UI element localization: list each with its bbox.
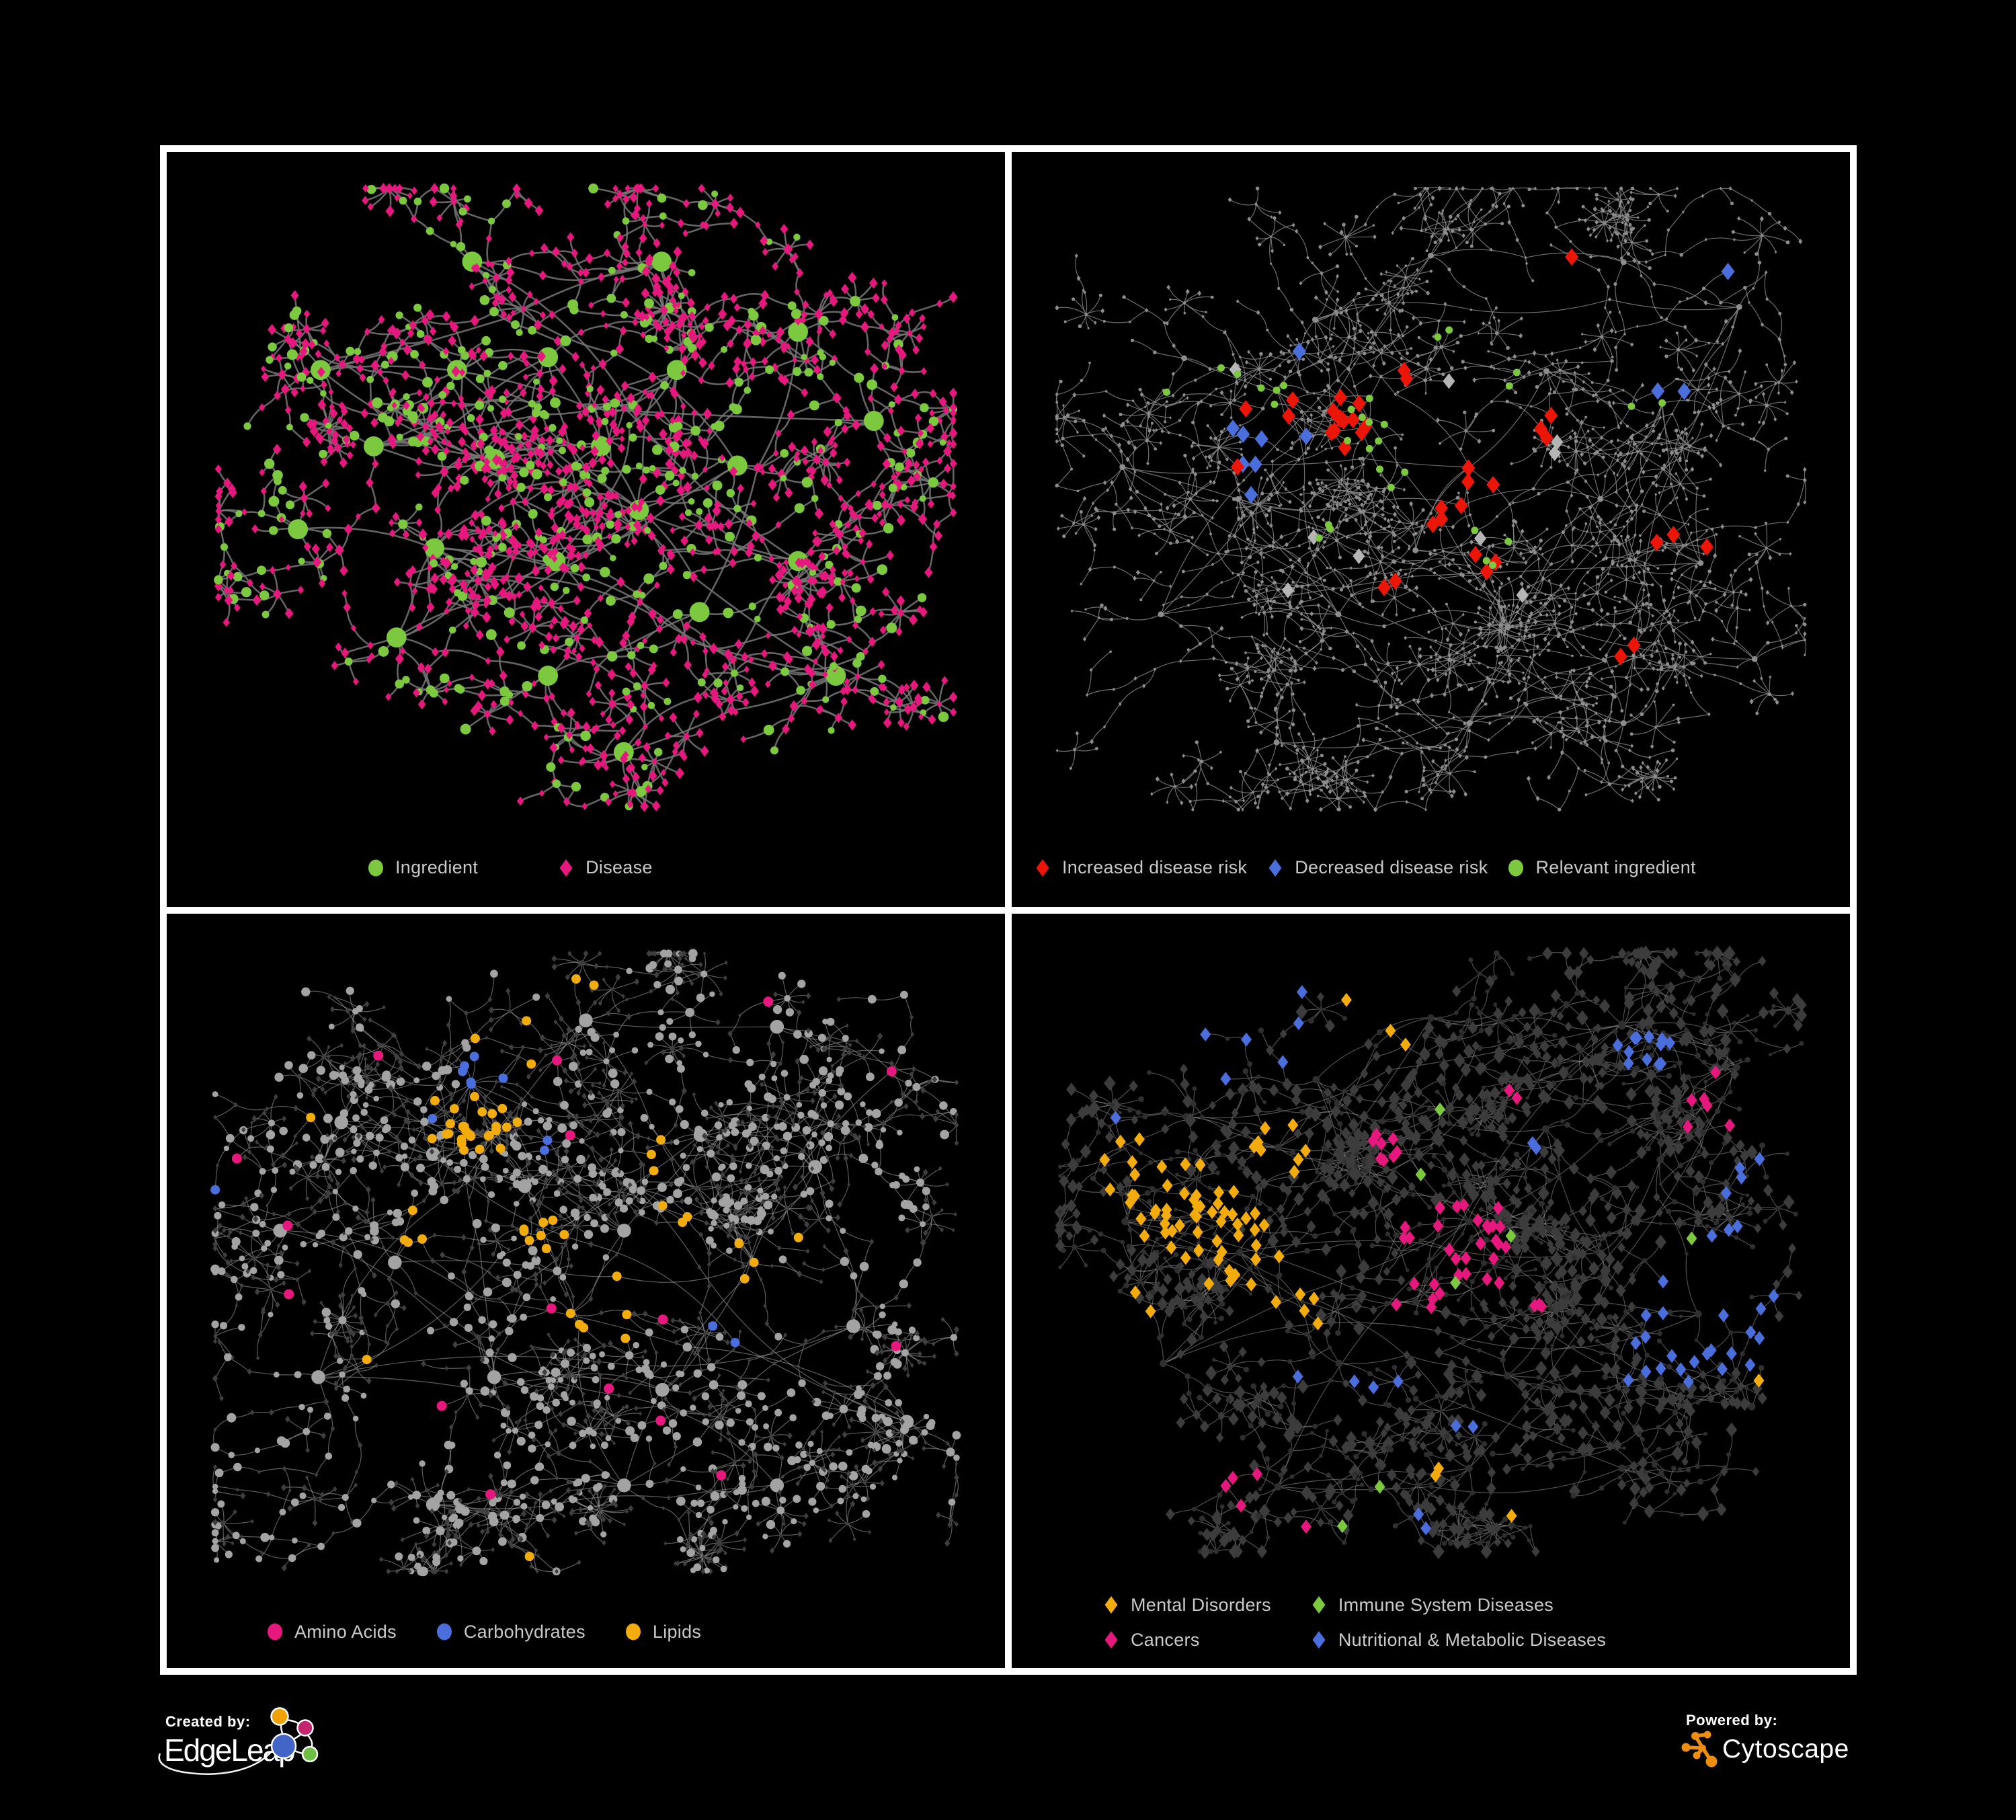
legend-marker-circle bbox=[368, 859, 383, 876]
legend-label-relevant-ingredient: Relevant ingredient bbox=[1535, 857, 1696, 877]
legend-label-disease: Disease bbox=[586, 857, 653, 877]
legend-item-relevant-ingredient: Relevant ingredient bbox=[1505, 855, 1696, 881]
legend-marker-diamond bbox=[1312, 1631, 1326, 1649]
legend-label-amino-acids: Amino Acids bbox=[294, 1621, 397, 1642]
legend-disease-classes: Mental Disorders Cancers Immune System Dis… bbox=[1100, 1591, 1606, 1653]
legend-disease-risk: Increased disease risk Decreased disease … bbox=[1032, 855, 1696, 881]
legend-marker-diamond bbox=[1036, 859, 1049, 877]
legend-item-increased-disease-risk: Increased disease risk bbox=[1032, 855, 1247, 881]
edgeleap-credit: Created by: EdgeLeap bbox=[157, 1705, 413, 1819]
panel-nutrient-classes: Amino Acids Carbohydrates Lipids bbox=[167, 913, 1005, 1668]
legend-marker-diamond bbox=[1104, 1631, 1118, 1649]
legend-label-mental-disorders: Mental Disorders bbox=[1131, 1594, 1271, 1615]
legend-nutrient-classes: Amino Acids Carbohydrates Lipids bbox=[264, 1618, 701, 1645]
legend-item-amino-acids: Amino Acids bbox=[264, 1618, 397, 1645]
legend-marker-diamond bbox=[1268, 859, 1282, 877]
edgeleap-node-blue bbox=[270, 1733, 297, 1759]
legend-label-cancers: Cancers bbox=[1131, 1629, 1200, 1650]
created-by-label: Created by: bbox=[165, 1713, 251, 1730]
legend-item-nutritional-metabolic-diseases: Nutritional & Metabolic Diseases bbox=[1308, 1626, 1606, 1653]
panel-disease-classes: Mental Disorders Cancers Immune System Dis… bbox=[1012, 913, 1850, 1668]
legend-marker-circle bbox=[436, 1623, 452, 1640]
network-graph-nutrient-classes bbox=[210, 948, 961, 1576]
edgeleap-node-orange bbox=[270, 1707, 289, 1726]
network-graph-disease-classes bbox=[1054, 945, 1808, 1559]
legend-marker-circle bbox=[268, 1623, 282, 1640]
legend-marker-circle bbox=[1508, 859, 1524, 876]
cytoscape-brand: Cytoscape bbox=[1722, 1735, 1849, 1764]
legend-label-lipids: Lipids bbox=[652, 1621, 702, 1642]
powered-by-label: Powered by: bbox=[1686, 1712, 1778, 1729]
legend-item-lipids: Lipids bbox=[622, 1618, 701, 1645]
network-graph-ingredient-disease bbox=[214, 183, 958, 812]
legend-label-decreased-disease-risk: Decreased disease risk bbox=[1295, 857, 1488, 877]
legend-label-carbohydrates: Carbohydrates bbox=[463, 1621, 586, 1642]
legend-marker-diamond bbox=[559, 859, 573, 877]
panel-ingredient-disease: Ingredient Disease bbox=[167, 152, 1005, 907]
legend-item-immune-system-diseases: Immune System Diseases bbox=[1308, 1591, 1554, 1618]
legend-item-ingredient: Ingredient bbox=[365, 855, 478, 881]
cytoscape-logo-icon bbox=[1681, 1731, 1718, 1768]
legend-marker-diamond bbox=[1312, 1596, 1326, 1614]
edgeleap-node-green bbox=[301, 1745, 319, 1763]
legend-item-mental-disorders: Mental Disorders bbox=[1100, 1591, 1271, 1618]
legend-marker-circle bbox=[625, 1623, 641, 1640]
legend-item-cancers: Cancers bbox=[1100, 1626, 1200, 1653]
panel-disease-risk: Increased disease risk Decreased disease … bbox=[1012, 152, 1850, 907]
legend-label-nutritional-metabolic-diseases: Nutritional & Metabolic Diseases bbox=[1338, 1629, 1607, 1650]
legend-marker-diamond bbox=[1104, 1596, 1118, 1614]
legend-item-disease: Disease bbox=[555, 855, 653, 881]
legend-label-ingredient: Ingredient bbox=[395, 857, 479, 877]
legend-label-increased-disease-risk: Increased disease risk bbox=[1062, 857, 1248, 877]
panel-grid: Ingredient Disease Increased disease risk… bbox=[160, 145, 1857, 1675]
legend-item-decreased-disease-risk: Decreased disease risk bbox=[1264, 855, 1488, 881]
edgeleap-node-pink bbox=[296, 1719, 314, 1737]
edgeleap-logo-icon bbox=[158, 1707, 319, 1775]
legend-ingredient-disease: Ingredient Disease bbox=[365, 855, 653, 881]
legend-item-carbohydrates: Carbohydrates bbox=[434, 1618, 586, 1645]
legend-label-immune-system-diseases: Immune System Diseases bbox=[1338, 1594, 1554, 1615]
network-graph-disease-risk bbox=[1055, 186, 1807, 813]
cytoscape-credit: Powered by: Cytoscape bbox=[1679, 1706, 1988, 1794]
